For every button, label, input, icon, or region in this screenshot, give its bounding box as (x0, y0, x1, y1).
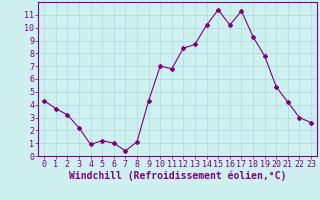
X-axis label: Windchill (Refroidissement éolien,°C): Windchill (Refroidissement éolien,°C) (69, 171, 286, 181)
